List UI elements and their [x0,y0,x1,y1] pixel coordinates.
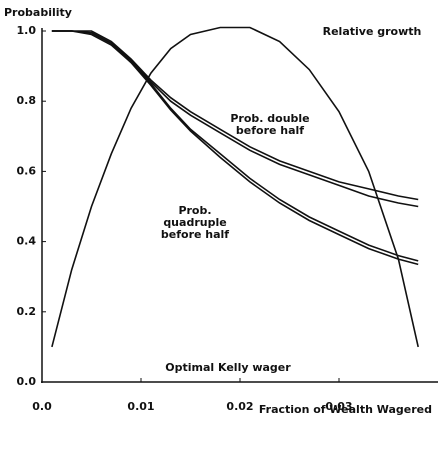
x-tick-label: 0.0 [32,400,52,413]
series-line [51,26,419,348]
x-axis-label: Fraction of Wealth Wagered [259,403,432,416]
y-tick-label: 0.4 [17,235,37,248]
y-tick-label: 1.0 [17,24,37,37]
annotation: Optimal Kelly wager [165,361,291,374]
x-tick-label: 0.01 [127,400,154,413]
series-line [51,30,419,201]
series-line [51,30,419,262]
x-tick-label: 0.03 [325,400,352,413]
y-tick-label: 0.0 [17,375,37,388]
y-tick-label: 0.8 [17,94,37,107]
x-tick-label: 0.02 [226,400,253,413]
y-tick-label: 0.6 [17,164,37,177]
series-line [51,30,419,266]
series-label: Prob. double before half [230,112,310,137]
y-tick-label: 0.2 [17,305,37,318]
series-label: Relative growth [322,25,422,38]
series-label: Prob. quadruple before half [160,204,230,241]
y-axis-label: Probability [4,6,72,19]
